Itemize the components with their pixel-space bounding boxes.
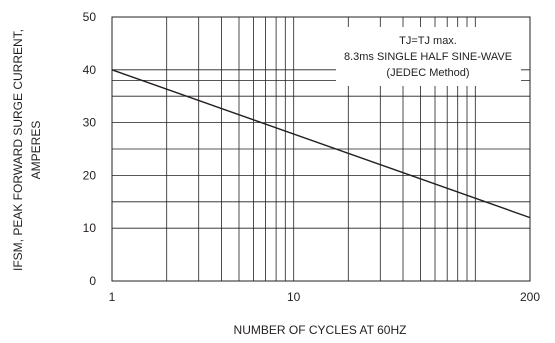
annotation-line-1: TJ=TJ max. [399, 35, 457, 47]
x-tick-label: 200 [520, 290, 540, 304]
y-axis-title-line-2: AMPERES [29, 121, 43, 180]
surge-current-line [111, 69, 531, 219]
y-tick-label: 40 [83, 63, 97, 77]
plot-frame [111, 16, 531, 282]
y-tick-label: 0 [89, 274, 96, 288]
tick-labels: 1 10 200 0 10 20 30 40 50 [83, 10, 541, 304]
x-tick-label: 1 [109, 290, 116, 304]
annotation-box: TJ=TJ max. 8.3ms SINGLE HALF SINE-WAVE (… [336, 27, 521, 86]
y-tick-label: 10 [83, 221, 97, 235]
annotation-line-3: (JEDEC Method) [386, 67, 469, 79]
x-tick-label: 10 [287, 290, 301, 304]
y-tick-label: 30 [83, 116, 97, 130]
y-tick-label: 20 [83, 168, 97, 182]
annotation-line-2: 8.3ms SINGLE HALF SINE-WAVE [344, 51, 512, 63]
y-tick-label: 50 [83, 10, 97, 24]
series-layer [111, 69, 531, 219]
y-axis-title-line-1: IFSM, PEAK FORWARD SURGE CURRENT, [11, 29, 25, 271]
x-axis-title: NUMBER OF CYCLES AT 60HZ [234, 323, 407, 337]
